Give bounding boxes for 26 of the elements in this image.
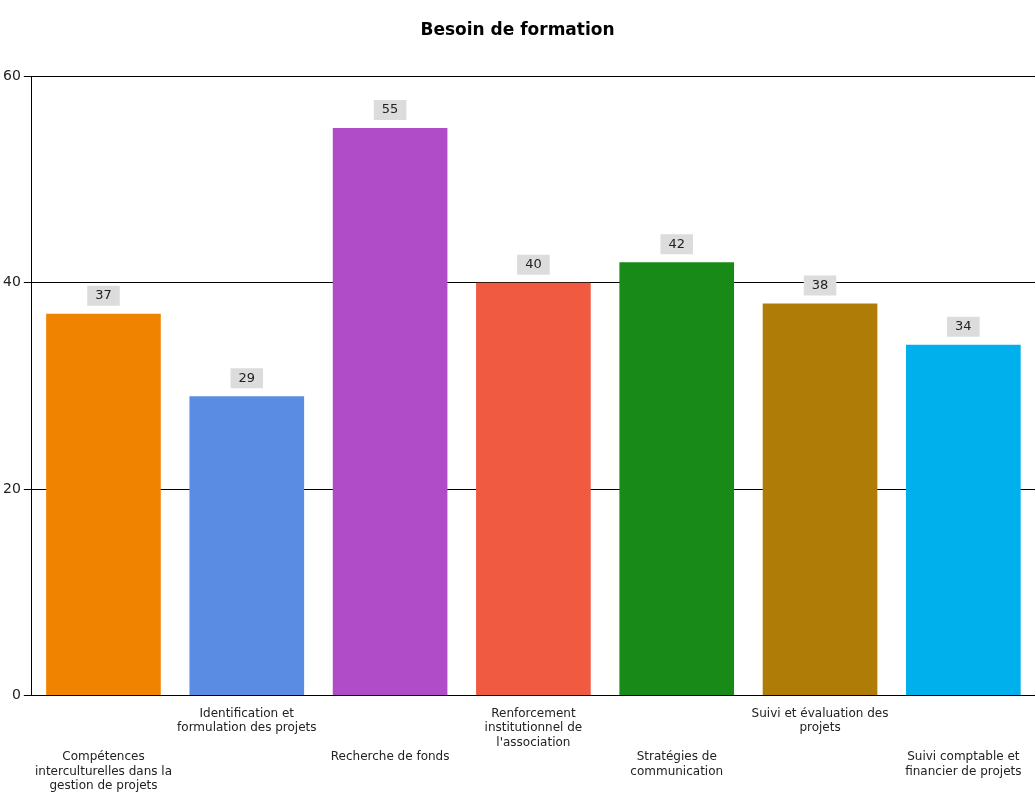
data-label: 55: [381, 101, 399, 117]
bar: [619, 262, 735, 696]
bar: [46, 313, 161, 696]
y-tick-label: 60: [2, 67, 21, 84]
data-label: 29: [238, 369, 256, 385]
bar: [906, 344, 1021, 696]
data-label: 40: [525, 256, 542, 272]
x-tick-label: Suivi comptable et financier de projets: [905, 749, 1022, 778]
data-label: 34: [955, 318, 972, 334]
x-tick-label: Stratégies de communication: [630, 749, 724, 778]
chart-title: Besoin de formation: [420, 18, 615, 39]
x-tick-label: Renforcement institutionnel de l'association: [484, 705, 583, 749]
data-label: 37: [95, 287, 112, 303]
x-tick-label: Compétences interculturelles dans la gestion de projets: [34, 749, 172, 792]
x-tick-label: Identification et formulation des projets: [177, 705, 317, 735]
bar: [762, 303, 878, 696]
bar: [332, 128, 448, 696]
y-tick-label: 0: [11, 686, 21, 703]
x-tick-label: Recherche de fonds: [330, 749, 450, 764]
data-label: 38: [811, 276, 829, 292]
y-tick-label: 40: [2, 273, 21, 290]
data-label: 42: [668, 235, 685, 251]
bar: [476, 282, 591, 696]
x-tick-label: Suivi et évaluation des projets: [751, 705, 889, 735]
y-tick-label: 20: [2, 479, 21, 496]
bar: [189, 396, 305, 696]
